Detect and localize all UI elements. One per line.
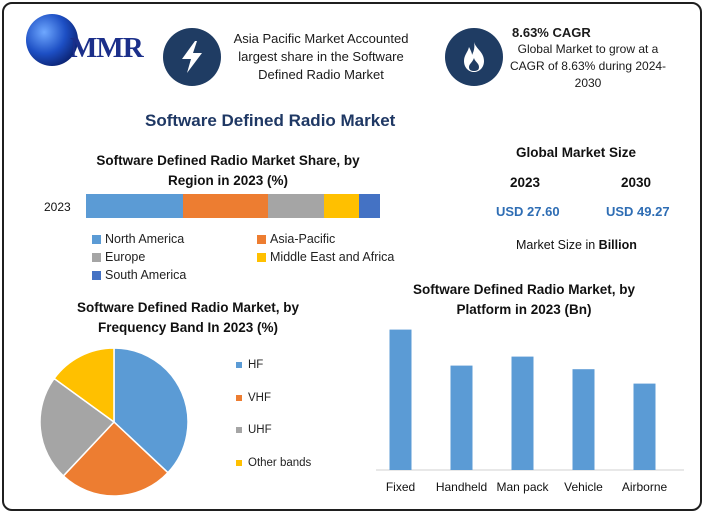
region-bar-segment-south-america	[359, 194, 380, 218]
brand-logo-text: MMR	[70, 32, 144, 64]
legend-label: VHF	[248, 392, 271, 404]
region-bar-segment-middle-east-and-africa	[324, 194, 360, 218]
cagr-description: Global Market to grow at a CAGR of 8.63%…	[509, 42, 667, 90]
platform-bar-handheld	[450, 365, 473, 470]
x-tick-label: Airborne	[622, 480, 668, 494]
pie-legend-item-other-bands: Other bands	[236, 457, 311, 469]
legend-item-europe: Europe	[92, 250, 145, 264]
pie-legend-item-uhf: UHF	[236, 424, 272, 436]
unit-note-unit: Billion	[598, 238, 637, 252]
unit-note-prefix: Market Size in	[516, 238, 599, 252]
legend-swatch	[92, 270, 101, 280]
market-size-value-2030: USD 49.27	[606, 204, 670, 219]
cagr-title: 8.63% CAGR	[512, 25, 591, 40]
pie-slice-uhf	[39, 377, 116, 478]
legend-label: Other bands	[248, 457, 312, 469]
legend-item-middle-east-africa: Middle East and Africa	[257, 250, 394, 264]
region-stacked-bar	[86, 194, 380, 218]
legend-swatch	[236, 395, 242, 401]
page-title: Software Defined Radio Market	[145, 111, 396, 130]
market-size-year-2023: 2023	[510, 175, 541, 190]
legend-label: HF	[248, 359, 264, 371]
pie-slice-other-bands	[53, 347, 115, 424]
globe-logo-icon	[26, 14, 78, 66]
market-size-year-2030: 2030	[621, 175, 652, 190]
platform-bar-chart: Fixed Handheld Man pack Vehicle Airborne	[376, 329, 684, 494]
legend-label: Europe	[105, 250, 146, 264]
region-chart-category-label: 2023	[44, 200, 71, 214]
region-bar-segment-europe	[268, 194, 325, 218]
platform-chart-title: Software Defined Radio Market, by Platfo…	[412, 282, 636, 317]
x-tick-label: Fixed	[386, 480, 415, 494]
legend-swatch	[257, 234, 266, 244]
market-size-value-2023: USD 27.60	[496, 204, 560, 219]
legend-label: Asia-Pacific	[270, 232, 336, 246]
legend-swatch	[92, 252, 101, 262]
frequency-pie-chart	[39, 347, 189, 497]
legend-item-asia-pacific: Asia-Pacific	[257, 232, 335, 246]
pie-legend-item-hf: HF	[236, 359, 263, 371]
region-highlight-text: Asia Pacific Market Accounted largest sh…	[233, 31, 409, 82]
legend-swatch	[257, 252, 266, 262]
x-tick-label: Man pack	[496, 480, 549, 494]
platform-bar-vehicle	[572, 369, 595, 470]
platform-bar-airborne	[633, 383, 656, 470]
pie-slice-vhf	[62, 420, 170, 497]
legend-swatch	[236, 362, 242, 368]
region-chart-title: Software Defined Radio Market Share, by …	[96, 153, 360, 188]
legend-label: Middle East and Africa	[270, 250, 395, 264]
legend-item-south-america: South America	[92, 268, 186, 282]
x-tick-label: Vehicle	[564, 480, 603, 494]
infographic-frame: MMR Asia Pacific Market Accounted larges…	[2, 2, 702, 511]
lightning-bolt-icon	[163, 28, 221, 86]
x-tick-label: Handheld	[436, 480, 487, 494]
pie-slice-hf	[113, 347, 189, 474]
flame-icon	[445, 28, 503, 86]
legend-item-north-america: North America	[92, 232, 184, 246]
platform-bar-man-pack	[511, 356, 534, 470]
legend-swatch	[236, 427, 242, 433]
frequency-chart-title: Software Defined Radio Market, by Freque…	[76, 300, 300, 335]
legend-label: South America	[105, 268, 187, 282]
legend-swatch	[236, 460, 242, 466]
pie-legend-item-vhf: VHF	[236, 392, 271, 404]
platform-bar-fixed	[389, 329, 412, 470]
region-bar-segment-north-america	[86, 194, 184, 218]
legend-label: North America	[105, 232, 185, 246]
legend-swatch	[92, 234, 101, 244]
region-bar-segment-asia-pacific	[183, 194, 269, 218]
market-size-unit-note: Market Size in Billion	[516, 238, 637, 252]
market-size-title: Global Market Size	[516, 145, 637, 160]
legend-label: UHF	[248, 424, 272, 436]
